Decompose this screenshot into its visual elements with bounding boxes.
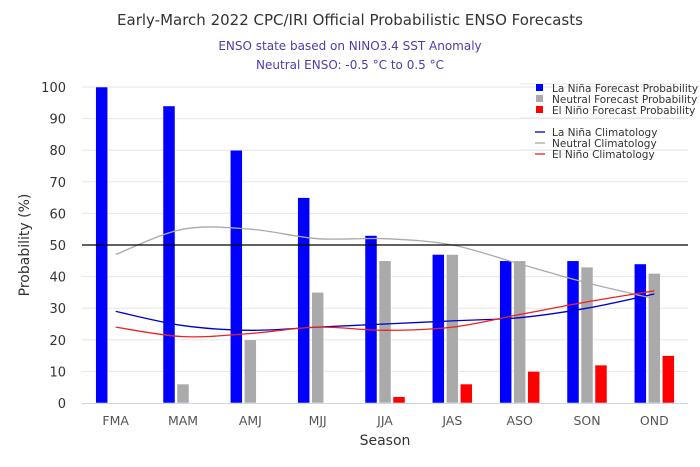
y-tick-label: 20	[49, 334, 66, 349]
legend-item-la-nina-climatology[interactable]: La Niña Climatology	[535, 127, 657, 139]
el-nino-forecast-probability-bar	[392, 396, 406, 404]
y-axis-ticks: 0 10 20 30 40 50 60 70 80 90 100	[41, 81, 66, 412]
la-nina-forecast-probability-bar	[230, 149, 243, 404]
legend-label: La Niña Forecast Probability	[552, 83, 698, 95]
x-tick-label: ASO	[507, 413, 533, 428]
chart-subtitle-line-1: ENSO state based on NINO3.4 SST Anomaly	[218, 39, 481, 53]
la-nina-forecast-probability-bar	[566, 260, 580, 404]
la-nina-forecast-probability-bar	[499, 260, 512, 404]
x-tick-label: JJA	[376, 413, 393, 428]
el-nino-forecast-probability-bar	[527, 371, 540, 404]
legend-label: El Niño Forecast Probability	[552, 105, 695, 117]
x-tick-label: MJJ	[309, 413, 327, 428]
la-nina-forecast-probability-bar	[634, 263, 647, 404]
neutral-forecast-probability-bar	[446, 254, 459, 404]
neutral-forecast-probability-bar	[244, 339, 257, 404]
x-tick-label: JAS	[441, 413, 462, 428]
y-tick-label: 30	[49, 302, 66, 317]
legend-item-neutral-forecast-probability[interactable]: Neutral Forecast Probability	[536, 94, 697, 106]
neutral-climatology-line	[115, 226, 655, 300]
legend-swatch	[536, 95, 543, 102]
y-tick-label: 40	[49, 271, 66, 286]
legend-item-el-nino-forecast-probability[interactable]: El Niño Forecast Probability	[536, 105, 695, 117]
chart-title: Early-March 2022 CPC/IRI Official Probab…	[117, 11, 583, 29]
la-nina-forecast-probability-bar	[364, 235, 378, 404]
y-tick-label: 50	[49, 239, 66, 254]
legend-label: Neutral Forecast Probability	[552, 94, 697, 106]
chart-subtitle-line-2: Neutral ENSO: -0.5 °C to 0.5 °C	[256, 58, 444, 72]
legend-swatch	[536, 106, 543, 113]
x-tick-label: FMA	[102, 413, 129, 428]
neutral-forecast-probability-bar	[513, 260, 526, 404]
el-nino-climatology-line	[115, 290, 655, 338]
el-nino-forecast-probability-bar	[460, 383, 473, 404]
x-tick-label: AMJ	[239, 413, 262, 428]
y-axis-label: Probability (%)	[17, 194, 33, 297]
la-nina-climatology-line	[115, 293, 655, 331]
x-axis-ticks: FMA MAM AMJ MJJ JJA JAS ASO SON OND	[102, 413, 668, 428]
x-axis-label: Season	[360, 433, 411, 449]
x-tick-label: MAM	[168, 413, 198, 428]
climatology-lines	[115, 226, 655, 338]
legend-label: Neutral Climatology	[552, 138, 657, 150]
y-tick-label: 10	[49, 365, 66, 380]
neutral-forecast-probability-bar	[311, 292, 324, 404]
el-nino-forecast-probability-bar	[662, 355, 675, 404]
legend-item-neutral-climatology[interactable]: Neutral Climatology	[535, 138, 657, 150]
legend-item-el-nino-climatology[interactable]: El Niño Climatology	[535, 149, 655, 161]
la-nina-forecast-probability-bar	[162, 105, 176, 404]
x-tick-label: SON	[573, 413, 600, 428]
y-tick-label: 60	[49, 207, 66, 222]
neutral-forecast-probability-bar	[176, 383, 190, 404]
la-nina-forecast-probability-bar	[297, 197, 310, 404]
legend-swatch	[536, 84, 543, 91]
legend-item-la-nina-forecast-probability[interactable]: La Niña Forecast Probability	[536, 83, 698, 95]
legend-label: El Niño Climatology	[552, 149, 655, 161]
y-tick-label: 80	[49, 144, 66, 159]
x-tick-label: OND	[640, 413, 669, 428]
neutral-forecast-probability-bar	[580, 266, 594, 404]
neutral-forecast-probability-bar	[648, 273, 661, 404]
legend-label: La Niña Climatology	[552, 127, 657, 139]
y-tick-label: 90	[49, 113, 66, 128]
y-tick-label: 0	[58, 397, 66, 412]
y-tick-label: 100	[41, 81, 66, 96]
el-nino-forecast-probability-bar	[594, 364, 608, 404]
neutral-forecast-probability-bar	[378, 260, 392, 404]
y-tick-label: 70	[49, 176, 66, 191]
